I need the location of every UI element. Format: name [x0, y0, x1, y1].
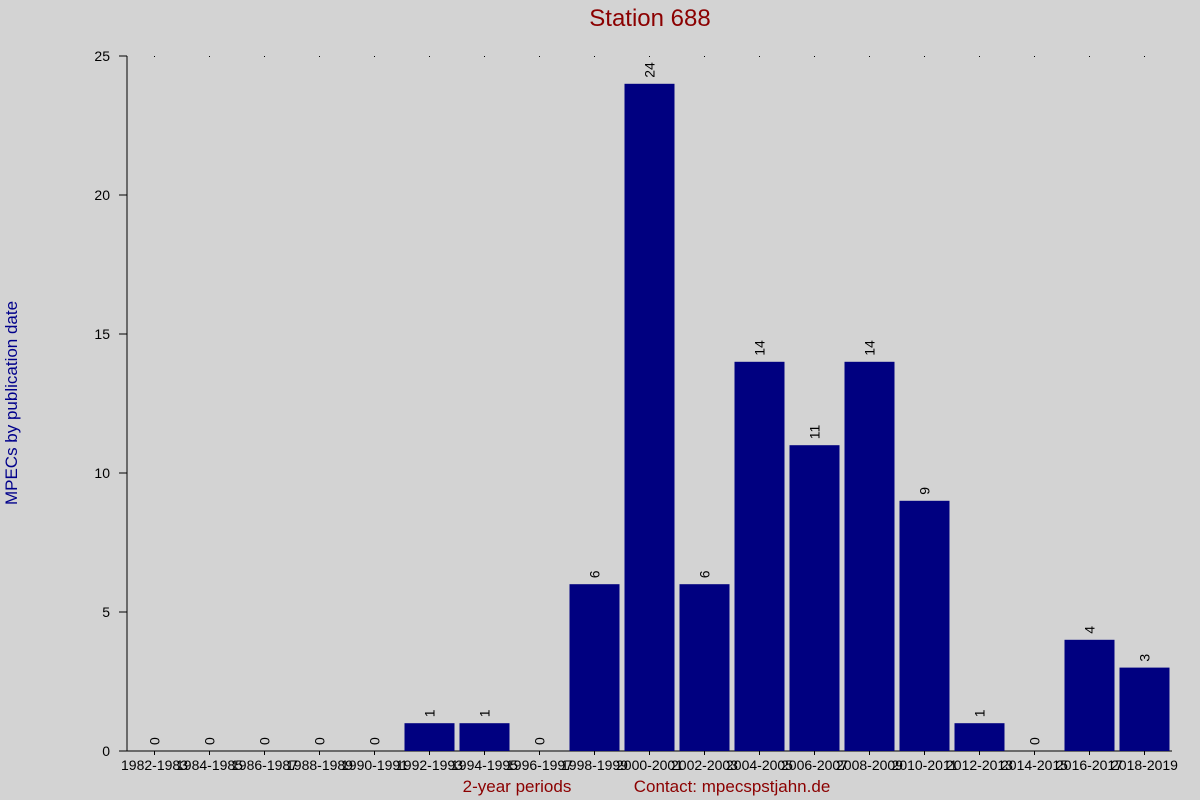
value-label: 0	[1027, 737, 1043, 745]
top-tick	[759, 56, 760, 57]
top-tick	[1089, 56, 1090, 57]
bar	[459, 723, 510, 751]
value-label: 6	[587, 570, 603, 578]
x-tick-label: 1998-1999	[561, 757, 628, 773]
value-label: 14	[862, 340, 878, 356]
value-label: 0	[257, 737, 273, 745]
value-label: 0	[202, 737, 218, 745]
contact: Contact: mpecspstjahn.de	[634, 777, 831, 796]
value-label: 11	[807, 424, 823, 439]
bar	[844, 361, 895, 751]
top-tick	[484, 56, 485, 57]
bar	[734, 361, 785, 751]
top-tick	[649, 56, 650, 57]
x-tick-label: 2008-2009	[836, 757, 903, 773]
value-label: 0	[312, 737, 328, 745]
top-tick	[1034, 56, 1035, 57]
y-tick-label: 0	[102, 743, 110, 759]
top-tick	[814, 56, 815, 57]
y-tick-label: 15	[94, 326, 110, 342]
top-tick	[374, 56, 375, 57]
x-tick-label: 2002-2003	[671, 757, 738, 773]
top-tick	[319, 56, 320, 57]
bar	[954, 723, 1005, 751]
top-tick	[264, 56, 265, 57]
value-label: 1	[477, 709, 493, 717]
bar	[1119, 667, 1170, 751]
x-tick-label: 2006-2007	[781, 757, 848, 773]
y-axis-label: MPECs by publication date	[2, 301, 21, 505]
bar	[789, 445, 840, 751]
x-tick-label: 2004-2005	[726, 757, 793, 773]
value-label: 4	[1082, 626, 1098, 634]
x-tick-label: 2014-2015	[1001, 757, 1068, 773]
top-tick	[704, 56, 705, 57]
y-tick-label: 10	[94, 465, 110, 481]
y-tick-label: 20	[94, 187, 110, 203]
x-tick-label: 1988-1989	[286, 757, 353, 773]
top-tick	[154, 56, 155, 57]
x-tick-label: 1984-1985	[176, 757, 243, 773]
x-tick-label: 2012-2013	[946, 757, 1013, 773]
top-tick	[594, 56, 595, 57]
top-tick	[924, 56, 925, 57]
y-tick-label: 5	[102, 604, 110, 620]
x-tick-label: 1990-1991	[341, 757, 408, 773]
value-label: 1	[972, 709, 988, 717]
value-label: 0	[367, 737, 383, 745]
value-label: 6	[697, 570, 713, 578]
top-tick	[979, 56, 980, 57]
chart-title: Station 688	[589, 5, 710, 32]
x-tick-label: 2018-2019	[1111, 757, 1178, 773]
top-tick	[209, 56, 210, 57]
top-tick	[869, 56, 870, 57]
value-label: 14	[752, 340, 768, 356]
x-tick-label: 2000-2001	[616, 757, 683, 773]
value-label: 24	[642, 62, 658, 78]
x-tick-label: 1986-1987	[231, 757, 298, 773]
x-tick-label: 1982-1983	[121, 757, 188, 773]
top-tick	[539, 56, 540, 57]
bar	[899, 500, 950, 751]
bar	[1064, 639, 1115, 751]
top-tick	[1144, 56, 1145, 57]
bar	[569, 584, 620, 751]
value-label: 1	[422, 709, 438, 717]
value-label: 3	[1137, 654, 1153, 662]
bar	[404, 723, 455, 751]
x-tick-label: 1992-1993	[396, 757, 463, 773]
x-tick-label: 2016-2017	[1056, 757, 1123, 773]
bar	[679, 584, 730, 751]
x-tick-label: 2010-2011	[892, 757, 958, 773]
value-label: 9	[917, 487, 933, 495]
x-tick-label: 1994-1995	[451, 757, 518, 773]
x-axis-label: 2-year periods	[463, 777, 572, 796]
x-tick-label: 1996-1997	[506, 757, 573, 773]
y-tick-label: 25	[94, 48, 110, 64]
top-tick	[429, 56, 430, 57]
value-label: 0	[147, 737, 163, 745]
bar	[624, 83, 675, 752]
value-label: 0	[532, 737, 548, 745]
